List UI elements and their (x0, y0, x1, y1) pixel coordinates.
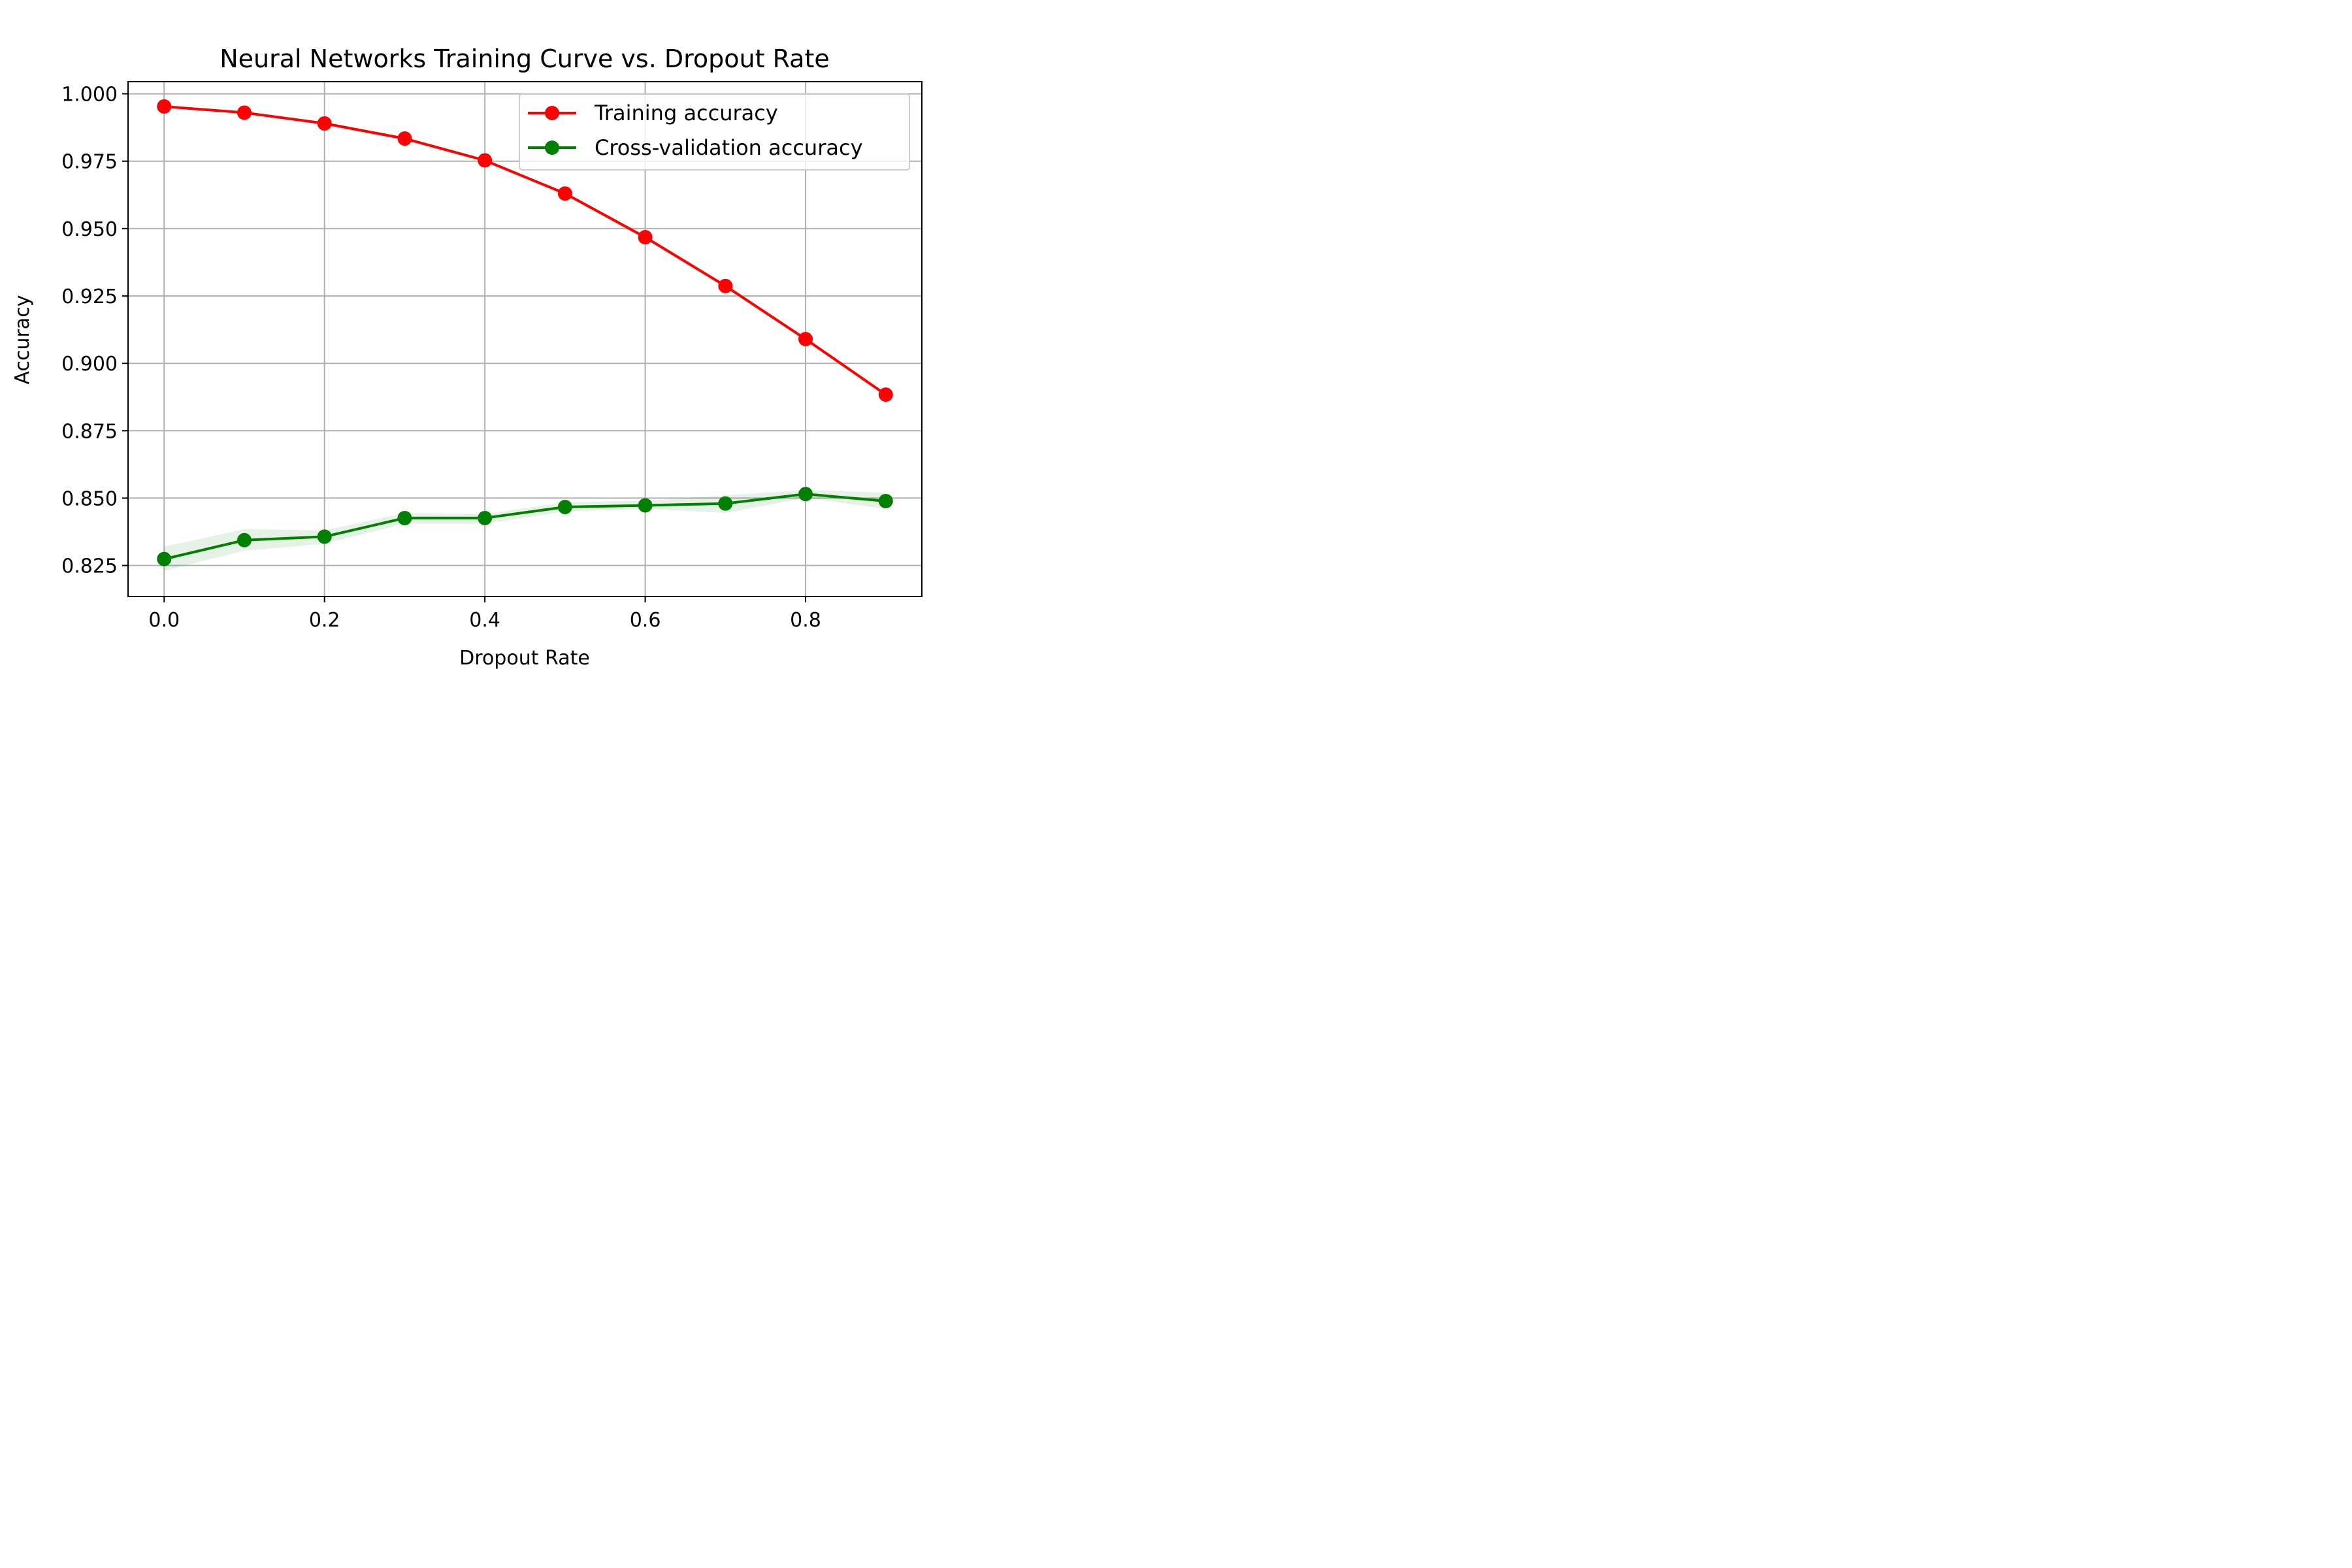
series-line (163, 493, 886, 561)
data-point (237, 105, 252, 120)
data-point (798, 332, 813, 346)
legend-label: Training accuracy (594, 101, 778, 125)
data-point (878, 493, 893, 508)
data-point (397, 510, 412, 525)
plot-frame (127, 81, 923, 597)
y-tick-label: 0.925 (61, 286, 118, 308)
data-point (478, 510, 493, 525)
legend: Training accuracy Cross-validation accura… (519, 93, 910, 171)
y-tick-label: 0.900 (61, 353, 118, 376)
y-tick-label: 0.850 (61, 487, 118, 510)
x-tick-label: 0.0 (148, 609, 180, 632)
data-point (718, 278, 733, 293)
x-tick-label: 0.6 (630, 609, 661, 632)
x-tick-label: 0.4 (469, 609, 500, 632)
legend-marker (545, 140, 559, 155)
data-point (157, 551, 172, 566)
y-axis-label: Accuracy (11, 295, 34, 385)
series-lines (163, 105, 887, 561)
data-point (397, 131, 412, 146)
x-axis-label: Dropout Rate (459, 647, 590, 670)
y-tick-label: 0.950 (61, 218, 118, 241)
y-tick-label: 1.000 (61, 84, 118, 106)
confidence-bands (164, 105, 886, 571)
legend-box (519, 93, 910, 171)
x-tick-label: 0.2 (309, 609, 340, 632)
data-point (557, 186, 572, 201)
y-tick-label: 0.975 (61, 151, 118, 174)
data-point (638, 230, 653, 245)
data-point (317, 116, 332, 131)
legend-marker (545, 106, 559, 120)
data-point (157, 99, 172, 114)
confidence-band (164, 490, 886, 571)
data-point (478, 153, 493, 168)
data-point (237, 532, 252, 547)
chart-title: Neural Networks Training Curve vs. Dropo… (220, 44, 830, 73)
data-point (878, 387, 893, 402)
y-tick-label: 0.825 (61, 555, 118, 578)
data-point (718, 496, 733, 511)
series-line (164, 105, 887, 396)
data-point (317, 529, 332, 544)
y-tick-label: 0.875 (61, 420, 118, 443)
line-chart: Neural Networks Training Curve vs. Dropo… (0, 0, 1010, 683)
data-point (557, 500, 572, 515)
axis-ticks: 0.0 0.2 0.4 0.6 0.8 0.825 0.850 0.875 0.900 0.925… (61, 84, 821, 632)
data-point (638, 498, 653, 513)
x-tick-label: 0.8 (790, 609, 821, 632)
chart-container: Neural Networks Training Curve vs. Dropo… (0, 0, 1010, 683)
data-points (157, 99, 893, 566)
legend-label: Cross-validation accuracy (595, 135, 863, 160)
data-point (798, 487, 813, 502)
